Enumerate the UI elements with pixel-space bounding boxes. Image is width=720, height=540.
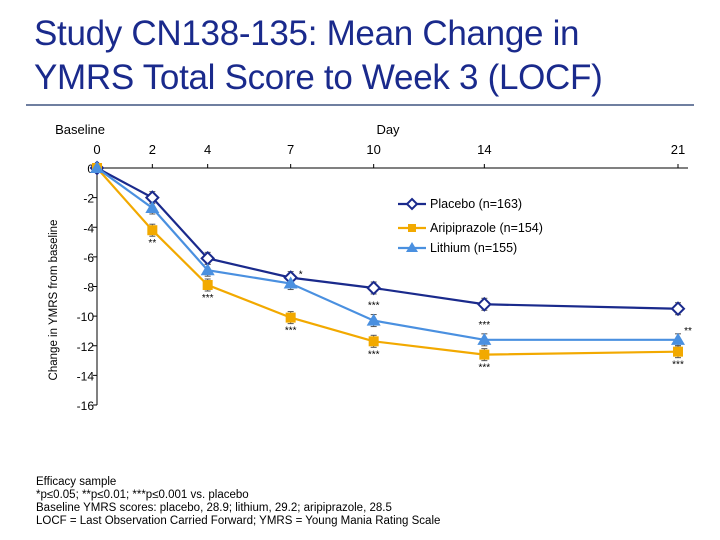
series-line-lithium xyxy=(96,167,678,341)
data-point-aripiprazole xyxy=(673,346,683,357)
y-tick-label: -14 xyxy=(77,369,95,383)
legend-marker-lithium xyxy=(406,242,418,252)
footnotes: Efficacy sample *p≤0.05; **p≤0.01; ***p≤… xyxy=(36,476,440,528)
x-tick-label: 7 xyxy=(287,142,294,157)
data-point-lithium xyxy=(200,263,215,276)
legend-marker-placebo xyxy=(405,197,419,211)
significance-label-lithium: * xyxy=(299,270,303,281)
x-axis-baseline-label: Baseline xyxy=(55,122,105,137)
data-point-placebo xyxy=(366,280,382,296)
series-line-aripiprazole xyxy=(96,167,679,356)
data-point-aripiprazole xyxy=(202,280,213,291)
legend-label-placebo: Placebo (n=163) xyxy=(430,197,522,211)
slide-title: Study CN138-135: Mean Change in YMRS Tot… xyxy=(34,12,694,100)
data-point-lithium xyxy=(477,332,492,345)
legend-marker-aripiprazole xyxy=(408,224,416,232)
title-divider xyxy=(26,104,694,106)
x-tick-label: 2 xyxy=(149,142,156,157)
x-axis-title: Day xyxy=(376,122,400,137)
significance-label-aripiprazole: *** xyxy=(478,363,490,374)
significance-label-lithium: *** xyxy=(478,320,490,331)
data-point-aripiprazole xyxy=(147,225,158,236)
data-point-placebo xyxy=(670,301,686,317)
significance-label-aripiprazole: *** xyxy=(202,293,214,304)
data-point-lithium xyxy=(671,332,685,345)
data-point-lithium xyxy=(145,200,160,213)
significance-label-aripiprazole: *** xyxy=(672,360,684,371)
x-tick-label: 0 xyxy=(93,142,100,157)
significance-label-lithium: ** xyxy=(684,326,692,337)
data-point-lithium xyxy=(90,161,104,173)
title-line-1: Study CN138-135: Mean Change in xyxy=(34,14,580,53)
footnote-significance: *p≤0.05; **p≤0.01; ***p≤0.001 vs. placeb… xyxy=(36,489,249,501)
footnote-abbreviations: LOCF = Last Observation Carried Forward;… xyxy=(36,515,441,527)
x-tick-label: 4 xyxy=(204,142,211,157)
x-tick-label: 21 xyxy=(671,142,685,157)
footnote-baseline-scores: Baseline YMRS scores: placebo, 28.9; lit… xyxy=(36,502,392,514)
y-tick-label: -2 xyxy=(83,192,94,206)
y-axis-title: Change in YMRS from baseline xyxy=(48,220,60,381)
y-tick-label: -12 xyxy=(77,340,95,354)
y-tick-label: -8 xyxy=(83,281,94,295)
x-tick-label: 10 xyxy=(366,142,380,157)
series-line-placebo xyxy=(96,167,679,310)
legend-label-lithium: Lithium (n=155) xyxy=(430,241,517,255)
data-point-aripiprazole xyxy=(285,312,296,323)
y-tick-label: -16 xyxy=(77,399,95,413)
significance-label-aripiprazole: ** xyxy=(148,238,156,249)
data-point-placebo xyxy=(476,296,492,312)
legend-label-aripiprazole: Aripiprazole (n=154) xyxy=(430,221,543,235)
significance-label-lithium: *** xyxy=(368,301,380,312)
data-point-aripiprazole xyxy=(479,349,490,360)
data-point-lithium xyxy=(366,313,381,326)
title-line-2: YMRS Total Score to Week 3 (LOCF) xyxy=(34,58,603,97)
x-tick-label: 14 xyxy=(477,142,491,157)
y-tick-label: -6 xyxy=(83,251,94,265)
significance-label-aripiprazole: *** xyxy=(285,326,297,337)
data-point-lithium xyxy=(283,276,298,289)
y-tick-label: -10 xyxy=(77,310,95,324)
data-point-aripiprazole xyxy=(368,336,379,347)
significance-label-aripiprazole: *** xyxy=(368,349,380,360)
footnote-sample: Efficacy sample xyxy=(36,476,117,488)
y-tick-label: -4 xyxy=(83,221,94,235)
